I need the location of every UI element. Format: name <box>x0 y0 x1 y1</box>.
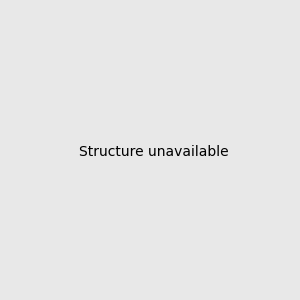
Text: Structure unavailable: Structure unavailable <box>79 145 229 158</box>
